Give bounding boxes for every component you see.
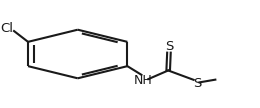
Text: NH: NH: [133, 74, 152, 87]
Text: S: S: [193, 77, 201, 90]
Text: Cl: Cl: [0, 22, 13, 35]
Text: S: S: [165, 40, 173, 53]
